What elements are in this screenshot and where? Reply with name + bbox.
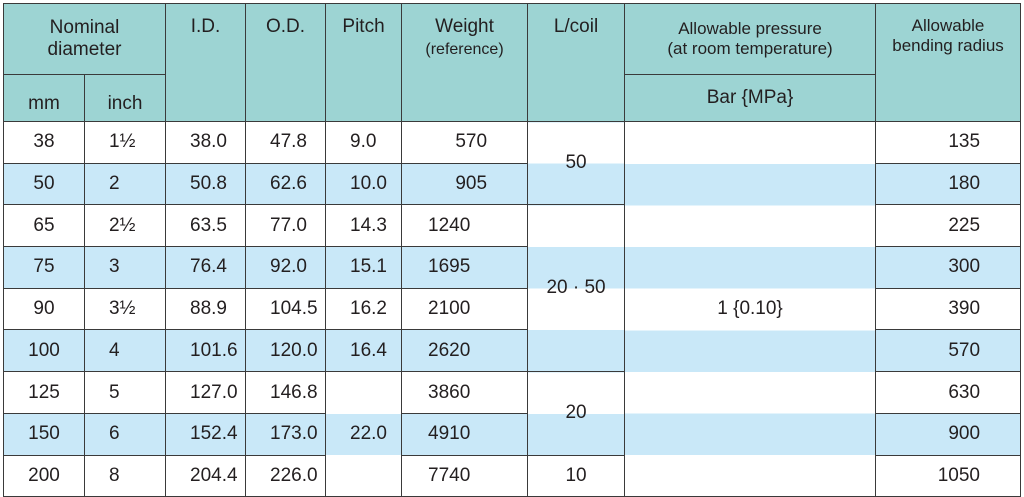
cell-id: 76.4 <box>165 246 247 289</box>
cell-inch: 3 <box>83 246 167 289</box>
cell-bend: 135 <box>875 121 1022 164</box>
cell-bend: 570 <box>875 329 1022 373</box>
cell-pitch: 10.0 <box>325 162 403 206</box>
cell-weight: 2100 <box>401 287 529 331</box>
cell-pitch: 16.4 <box>325 329 403 373</box>
cell-od: 92.0 <box>245 246 327 289</box>
cell-inch: 1½ <box>83 121 167 164</box>
hose-spec-table: Nominal diameter I.D. O.D. Pitch Weight … <box>2 3 1022 497</box>
cell-lcoil-group: 20 · 50 <box>527 204 626 373</box>
cell-id: 63.5 <box>165 204 247 248</box>
header-nominal-diameter: Nominal diameter <box>2 3 167 75</box>
cell-weight: 7740 <box>401 454 529 497</box>
cell-od: 146.8 <box>245 371 327 414</box>
table-row: 150 6 152.4 173.0 4910 900 <box>3 412 1022 456</box>
cell-od: 62.6 <box>245 162 327 206</box>
cell-weight: 1240 <box>401 204 529 248</box>
cell-bend: 1050 <box>875 454 1022 497</box>
table-row: 38 1½ 38.0 47.8 9.0 570 50 1 {0.10} 135 <box>3 120 1022 497</box>
cell-mm: 75 <box>3 246 85 289</box>
header-pressure: Allowable pressure (at room temperature) <box>624 3 877 75</box>
cell-id: 152.4 <box>165 412 247 456</box>
cell-inch: 3½ <box>83 287 167 331</box>
header-pressure-line2: (at room temperature) <box>667 39 833 58</box>
table-row: 75 3 76.4 92.0 15.1 1695 300 <box>3 246 1022 289</box>
header-od: O.D. <box>245 3 327 122</box>
cell-bend: 900 <box>875 412 1022 456</box>
cell-mm: 150 <box>3 412 85 456</box>
cell-bend: 300 <box>875 246 1022 289</box>
cell-lcoil-group: 20 <box>527 371 626 456</box>
cell-od: 77.0 <box>245 204 327 248</box>
cell-bend: 390 <box>875 287 1022 331</box>
cell-id: 204.4 <box>165 454 247 497</box>
cell-mm: 65 <box>3 204 85 248</box>
header-bending-line2: bending radius <box>892 35 1004 55</box>
table-row: 50 2 50.8 62.6 10.0 905 180 <box>3 162 1022 206</box>
header-weight: Weight (reference) <box>401 3 529 122</box>
header-nominal-line1: Nominal <box>49 17 120 39</box>
header-id-label: I.D. <box>190 16 221 37</box>
header-lcoil-label: L/coil <box>553 16 599 37</box>
cell-mm: 100 <box>3 329 85 373</box>
cell-pitch: 14.3 <box>325 204 403 248</box>
cell-inch: 4 <box>83 329 167 373</box>
header-id: I.D. <box>165 3 247 122</box>
cell-pitch: 16.2 <box>325 287 403 331</box>
header-nominal-line2: diameter <box>47 39 122 60</box>
header-lcoil: L/coil <box>527 3 626 122</box>
cell-od: 226.0 <box>245 454 327 497</box>
cell-inch: 2½ <box>83 204 167 248</box>
cell-od: 173.0 <box>245 412 327 456</box>
cell-mm: 38 <box>3 121 85 164</box>
cell-mm: 200 <box>3 454 85 497</box>
unit-pressure: Bar {MPa} <box>624 74 877 122</box>
cell-weight: 3860 <box>401 371 529 414</box>
cell-weight: 4910 <box>401 412 529 456</box>
cell-bend: 630 <box>875 371 1022 414</box>
header-pitch: Pitch <box>325 3 403 122</box>
cell-weight: 2620 <box>401 329 529 373</box>
cell-pitch: 15.1 <box>325 246 403 289</box>
table-row: 200 8 204.4 226.0 7740 10 1050 <box>3 454 1022 497</box>
cell-mm: 90 <box>3 287 85 331</box>
header-pressure-line1: Allowable pressure <box>678 19 822 39</box>
cell-inch: 5 <box>83 371 167 414</box>
cell-id: 101.6 <box>165 329 247 373</box>
cell-inch: 2 <box>83 162 167 206</box>
table-body: 38 1½ 38.0 47.8 9.0 570 50 1 {0.10} 135 … <box>3 120 1022 497</box>
cell-od: 47.8 <box>245 121 327 164</box>
cell-inch: 6 <box>83 412 167 456</box>
header-pitch-label: Pitch <box>342 16 385 37</box>
cell-lcoil-group: 10 <box>527 454 626 497</box>
unit-nd-mm: mm <box>3 74 85 122</box>
cell-id: 50.8 <box>165 162 247 206</box>
cell-mm: 50 <box>3 162 85 206</box>
cell-mm: 125 <box>3 371 85 414</box>
cell-id: 127.0 <box>165 371 247 414</box>
cell-pitch: 22.0 <box>325 371 403 497</box>
cell-pitch: 9.0 <box>325 121 403 164</box>
header-bending: Allowable bending radius <box>875 3 1022 122</box>
cell-inch: 8 <box>83 454 167 497</box>
cell-od: 120.0 <box>245 329 327 373</box>
cell-weight: 570 <box>401 121 529 164</box>
unit-nd-inch: inch <box>83 74 167 122</box>
cell-weight: 905 <box>401 162 529 206</box>
cell-bend: 225 <box>875 204 1022 248</box>
cell-id: 38.0 <box>165 121 247 164</box>
header-bending-line1: Allowable <box>911 16 985 35</box>
table-row: 90 3½ 88.9 104.5 16.2 2100 390 <box>3 287 1022 331</box>
cell-bend: 180 <box>875 162 1022 206</box>
cell-id: 88.9 <box>165 287 247 331</box>
cell-lcoil-group: 50 <box>527 120 626 206</box>
cell-weight: 1695 <box>401 246 529 289</box>
header-weight-label: Weight <box>435 16 494 37</box>
cell-od: 104.5 <box>245 287 327 331</box>
cell-pressure: 1 {0.10} <box>624 120 877 497</box>
header-weight-sub: (reference) <box>425 40 504 58</box>
header-od-label: O.D. <box>265 16 306 37</box>
